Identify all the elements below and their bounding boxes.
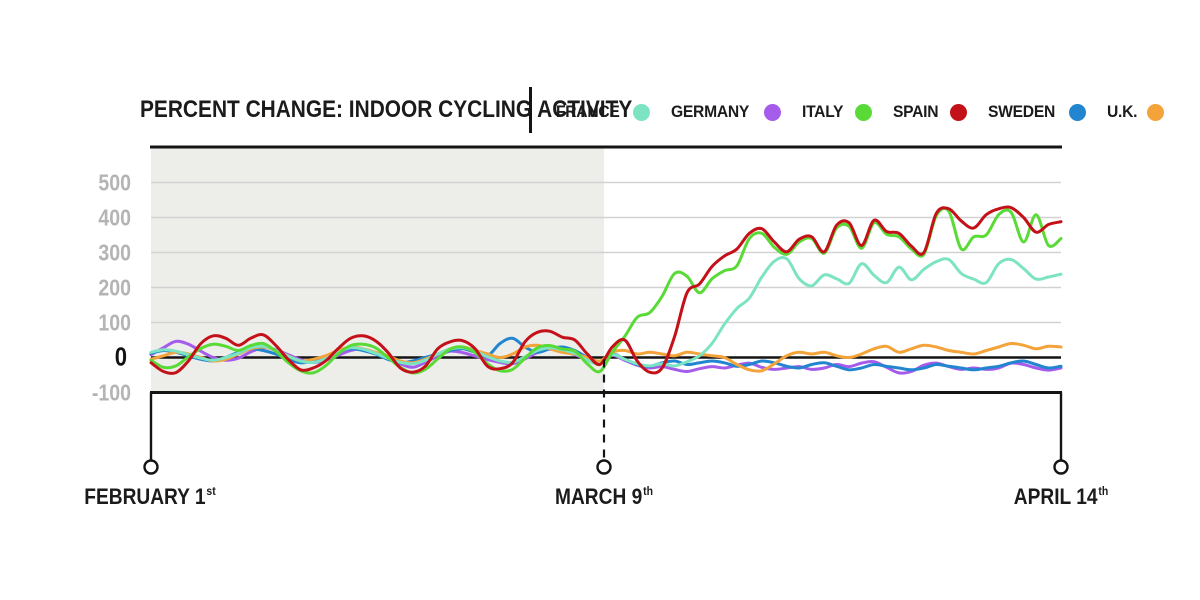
date-ordinal-suffix: st <box>206 483 216 498</box>
legend-item-france: FRANCE <box>556 102 651 122</box>
legend-label: SWEDEN <box>987 102 1055 121</box>
legend-label: U.K. <box>1106 102 1137 121</box>
x-axis-label-april-14: APRIL 14th <box>1014 484 1108 510</box>
chart-legend: FRANCE GERMANY ITALY SPAIN SWEDEN U.K. <box>556 102 1165 122</box>
germany-color-dot-icon <box>763 103 781 121</box>
date-text: MARCH 9 <box>555 484 643 509</box>
y-tick-label-0: 0 <box>115 343 127 372</box>
y-tick-label-100: 100 <box>98 310 131 336</box>
spain-color-dot-icon <box>949 103 967 121</box>
legend-item-sweden: SWEDEN <box>988 102 1086 122</box>
y-tick-label-400: 400 <box>98 205 131 231</box>
uk-color-dot-icon <box>1147 103 1165 121</box>
april-marker-circle <box>1053 459 1069 475</box>
x-axis-label-march-9: MARCH 9th <box>555 484 653 510</box>
page-title: PERCENT CHANGE: INDOOR CYCLING ACTIVITY <box>140 96 633 123</box>
march-marker-circle <box>596 459 612 475</box>
y-tick-label-200: 200 <box>98 275 131 301</box>
legend-label: SPAIN <box>892 102 939 121</box>
date-ordinal-suffix: th <box>1098 483 1109 498</box>
y-tick-label--100: -100 <box>92 380 131 406</box>
legend-label: FRANCE <box>556 102 620 121</box>
legend-item-spain: SPAIN <box>893 102 967 122</box>
legend-item-uk: U.K. <box>1107 102 1165 122</box>
legend-item-italy: ITALY <box>802 102 872 122</box>
x-axis-label-february-1: FEBRUARY 1st <box>84 484 215 510</box>
france-color-dot-icon <box>633 103 651 121</box>
y-tick-label-300: 300 <box>98 240 131 266</box>
sweden-color-dot-icon <box>1068 103 1086 121</box>
date-text: FEBRUARY 1 <box>84 484 206 509</box>
title-legend-divider <box>529 87 532 133</box>
legend-item-germany: GERMANY <box>671 102 781 122</box>
legend-label: GERMANY <box>671 102 750 121</box>
italy-color-dot-icon <box>854 103 872 121</box>
legend-label: ITALY <box>801 102 844 121</box>
date-text: APRIL 14 <box>1013 484 1098 509</box>
series-line-spain <box>149 205 1063 375</box>
y-tick-label-500: 500 <box>98 170 131 196</box>
date-ordinal-suffix: th <box>643 483 653 498</box>
february-marker-circle <box>143 459 159 475</box>
